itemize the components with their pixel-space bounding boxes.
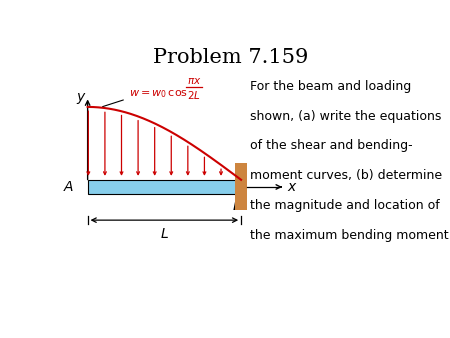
Text: y: y (76, 90, 85, 103)
Text: shown, (a) write the equations: shown, (a) write the equations (250, 110, 441, 123)
Text: $\pi x$: $\pi x$ (187, 76, 201, 86)
Text: x: x (287, 180, 296, 194)
Text: the magnitude and location of: the magnitude and location of (250, 199, 440, 212)
Text: For the beam and loading: For the beam and loading (250, 80, 411, 93)
Text: A: A (64, 180, 74, 194)
Text: L: L (161, 227, 168, 241)
Bar (88, 180, 241, 194)
Text: the maximum bending moment.: the maximum bending moment. (250, 229, 450, 242)
Text: $2L$: $2L$ (187, 89, 201, 101)
Text: moment curves, (b) determine: moment curves, (b) determine (250, 169, 442, 183)
Bar (235, 163, 247, 210)
Text: $\mathit{w} = \mathit{w}_0\,\cos$: $\mathit{w} = \mathit{w}_0\,\cos$ (130, 88, 189, 100)
Text: B: B (233, 199, 243, 213)
Text: of the shear and bending-: of the shear and bending- (250, 140, 413, 152)
Text: Problem 7.159: Problem 7.159 (153, 48, 308, 67)
